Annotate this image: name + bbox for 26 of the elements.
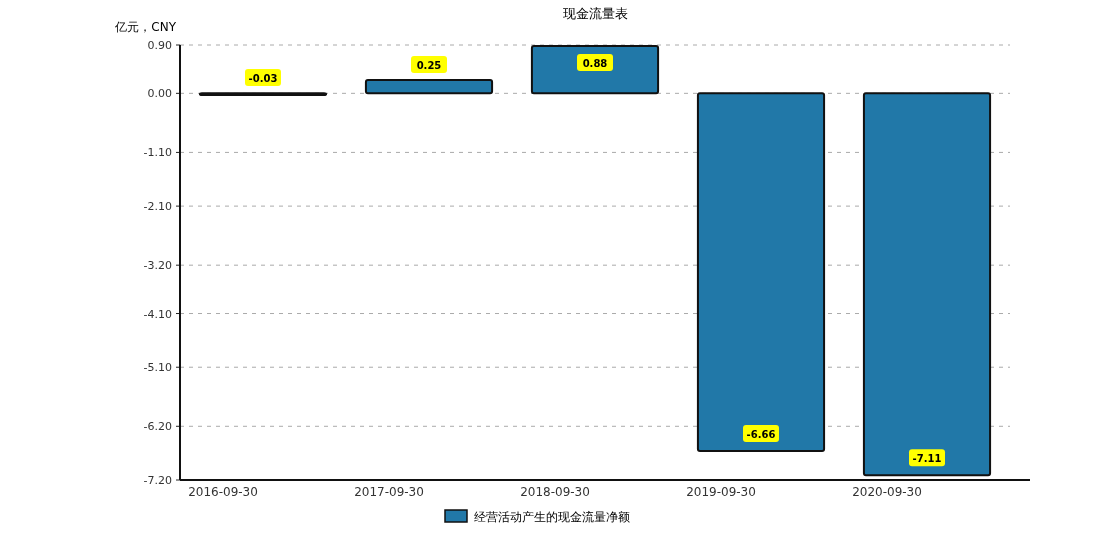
bar	[364, 78, 494, 95]
data-label: -0.03	[248, 72, 278, 84]
y-tick-label: -2.10	[143, 200, 172, 214]
y-tick-label: 0.90	[147, 39, 172, 52]
bar	[862, 92, 992, 477]
y-tick-label: -5.10	[143, 361, 172, 375]
y-tick-label: -1.10	[143, 146, 172, 160]
chart-title: 现金流量表	[562, 6, 628, 21]
y-axis-title: 亿元，CNY	[114, 20, 177, 34]
x-tick-label: 2020-09-30	[852, 485, 922, 499]
x-tick-label: 2017-09-30	[354, 485, 424, 499]
y-tick-label: -4.10	[143, 307, 172, 321]
y-tick-label: -3.20	[143, 259, 172, 273]
x-tick-label: 2016-09-30	[188, 485, 258, 499]
bar	[696, 92, 826, 452]
legend-label: 经营活动产生的现金流量净额	[474, 510, 630, 524]
data-label: -6.66	[746, 429, 776, 440]
data-label: 0.88	[582, 58, 608, 70]
y-tick-label: 0.00	[147, 87, 172, 101]
y-tick-label: -7.20	[143, 474, 172, 487]
x-tick-label: 2018-09-30	[520, 485, 590, 499]
y-tick-label: -6.20	[143, 420, 172, 434]
data-label: -7.11	[912, 453, 942, 465]
x-tick-label: 2019-09-30	[686, 485, 756, 499]
data-label: 0.25	[416, 59, 442, 71]
bar	[530, 45, 660, 95]
